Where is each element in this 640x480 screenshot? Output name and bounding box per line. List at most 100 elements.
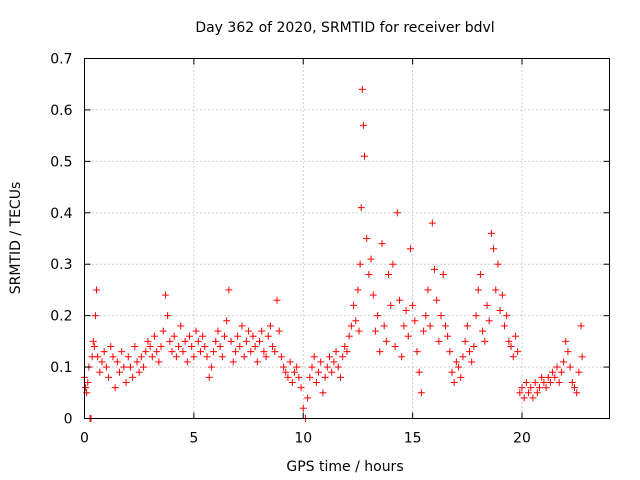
data-point <box>157 343 165 350</box>
data-point <box>90 343 98 350</box>
data-point <box>284 373 292 381</box>
data-point <box>507 343 515 350</box>
data-point <box>455 363 463 371</box>
data-point <box>385 271 393 278</box>
data-point <box>105 373 113 381</box>
data-point <box>291 368 298 376</box>
data-point <box>439 271 447 278</box>
data-point <box>359 121 367 129</box>
data-point <box>142 348 150 356</box>
data-point <box>251 343 259 350</box>
data-point <box>527 384 535 392</box>
data-point <box>236 343 244 350</box>
data-point <box>452 358 460 366</box>
y-tick-label: 0.7 <box>50 52 72 68</box>
data-point <box>398 353 406 361</box>
data-point <box>448 368 456 376</box>
data-point <box>216 343 224 350</box>
y-axis: 0 0.1 0.2 0.3 0.4 0.5 0.6 0.7 <box>50 52 610 428</box>
data-point <box>446 348 454 356</box>
data-point <box>461 337 469 345</box>
data-point <box>350 301 358 309</box>
data-point <box>479 327 487 335</box>
data-point <box>264 332 272 340</box>
data-point <box>146 343 154 350</box>
data-point <box>522 379 530 386</box>
data-point <box>124 353 132 361</box>
data-point <box>183 358 191 366</box>
data-point <box>400 322 408 330</box>
data-point <box>575 368 583 376</box>
y-tick-label: 0.6 <box>50 103 72 119</box>
data-point <box>166 337 174 345</box>
data-point <box>258 327 266 335</box>
data-point <box>531 379 539 386</box>
data-point <box>538 373 546 381</box>
data-point <box>116 368 123 376</box>
data-point <box>93 286 101 294</box>
data-point <box>168 348 176 356</box>
data-point <box>131 343 139 350</box>
data-point <box>516 389 524 397</box>
data-point <box>562 337 570 345</box>
data-point <box>205 373 213 381</box>
data-point <box>391 343 399 350</box>
data-point <box>355 327 363 335</box>
data-point <box>330 358 338 366</box>
data-point <box>275 327 283 335</box>
data-point <box>304 394 312 402</box>
data-point <box>555 379 563 386</box>
data-point <box>196 348 204 356</box>
data-point <box>317 358 325 366</box>
data-point <box>435 337 443 345</box>
data-point <box>466 348 473 356</box>
data-point <box>389 260 397 268</box>
data-point <box>511 332 519 340</box>
data-point <box>437 312 445 320</box>
data-point <box>505 337 513 345</box>
x-tick-label: 15 <box>404 431 422 447</box>
data-point <box>409 301 417 309</box>
data-point <box>326 353 333 361</box>
data-point <box>578 353 586 361</box>
data-point <box>487 229 495 237</box>
data-point <box>102 363 110 371</box>
data-point <box>151 332 158 340</box>
data-point <box>190 353 198 361</box>
data-point <box>433 296 441 304</box>
data-point <box>571 384 578 392</box>
data-point <box>393 209 401 217</box>
data-point <box>249 332 257 340</box>
data-point <box>551 373 559 381</box>
data-point <box>240 353 248 361</box>
data-point <box>577 322 585 330</box>
data-point <box>188 343 196 350</box>
data-point <box>186 332 193 340</box>
data-point <box>413 348 421 356</box>
data-point <box>501 322 508 330</box>
data-point <box>94 353 102 361</box>
data-point <box>242 337 250 345</box>
data-point <box>343 348 351 356</box>
data-point <box>155 358 163 366</box>
y-tick-label: 0.1 <box>50 360 72 376</box>
data-point <box>472 312 480 320</box>
data-point <box>323 363 331 371</box>
data-point <box>111 384 119 392</box>
x-tick-label: 20 <box>513 431 531 447</box>
y-tick-label: 0 <box>64 412 73 428</box>
x-tick-label: 0 <box>80 431 89 447</box>
data-point <box>282 368 290 376</box>
y-tick-label: 0.4 <box>50 206 72 222</box>
data-point <box>98 358 106 366</box>
data-point <box>225 286 233 294</box>
data-point <box>426 322 434 330</box>
y-tick-label: 0.2 <box>50 309 72 325</box>
data-point <box>402 307 410 314</box>
data-point <box>295 373 303 381</box>
data-point <box>227 337 235 345</box>
data-point <box>109 353 117 361</box>
data-point <box>170 332 178 340</box>
data-point <box>365 271 373 278</box>
